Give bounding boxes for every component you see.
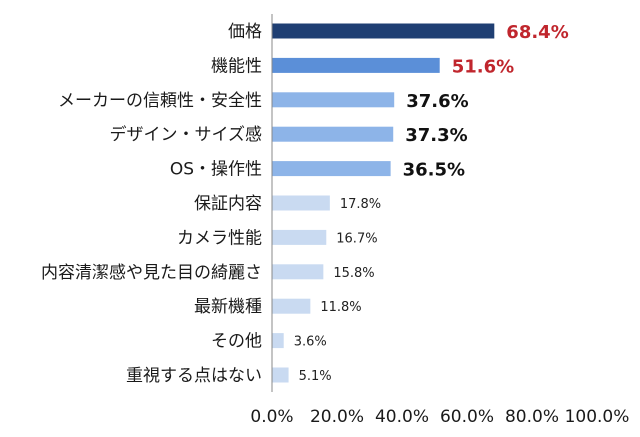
value-label: 17.8% (340, 197, 381, 212)
bar (272, 229, 327, 245)
value-label: 5.1% (299, 369, 332, 384)
value-labels: 68.4% 51.6% 37.6% 37.3% 36.5% 17.8% 16.7% 15.8%… (294, 22, 569, 384)
bar (272, 23, 495, 39)
value-label: 51.6% (452, 56, 514, 77)
category-label: 価格 (228, 22, 262, 42)
bar (272, 367, 289, 383)
category-label: その他 (211, 332, 262, 352)
category-label: 重視する点はない (126, 366, 262, 386)
value-label: 68.4% (506, 22, 568, 43)
x-tick-label: 80.0% (505, 407, 559, 427)
bar (272, 195, 330, 211)
category-label: 最新機種 (194, 297, 262, 317)
x-tick-label: 0.0% (250, 407, 293, 427)
bars (272, 23, 495, 383)
bar (272, 57, 440, 73)
bar (272, 333, 284, 349)
category-label: デザイン・サイズ感 (110, 124, 263, 145)
x-tick-label: 100.0% (565, 407, 630, 427)
value-label: 15.8% (333, 266, 374, 281)
value-label: 11.8% (320, 300, 361, 315)
value-label: 37.6% (406, 91, 468, 112)
value-label: 16.7% (336, 231, 377, 246)
x-tick-label: 20.0% (310, 407, 364, 427)
category-label: OS・操作性 (170, 160, 262, 180)
bar (272, 126, 394, 142)
category-label: カメラ性能 (177, 228, 262, 248)
category-label: 機能性 (211, 56, 262, 76)
category-label: メーカーの信頼性・安全性 (58, 91, 262, 111)
category-label: 保証内容 (194, 194, 262, 214)
category-label: 内容清潔感や見た目の綺麗さ (41, 263, 262, 283)
value-label: 37.3% (405, 125, 467, 146)
x-tick-label: 60.0% (440, 407, 494, 427)
x-axis-tick-labels: 0.0% 20.0% 40.0% 60.0% 80.0% 100.0% (250, 407, 629, 427)
x-tick-label: 40.0% (375, 407, 429, 427)
bar (272, 298, 311, 314)
bar (272, 92, 395, 108)
bar (272, 161, 391, 177)
value-label: 3.6% (294, 335, 327, 350)
bar (272, 264, 324, 280)
value-label: 36.5% (403, 160, 465, 181)
